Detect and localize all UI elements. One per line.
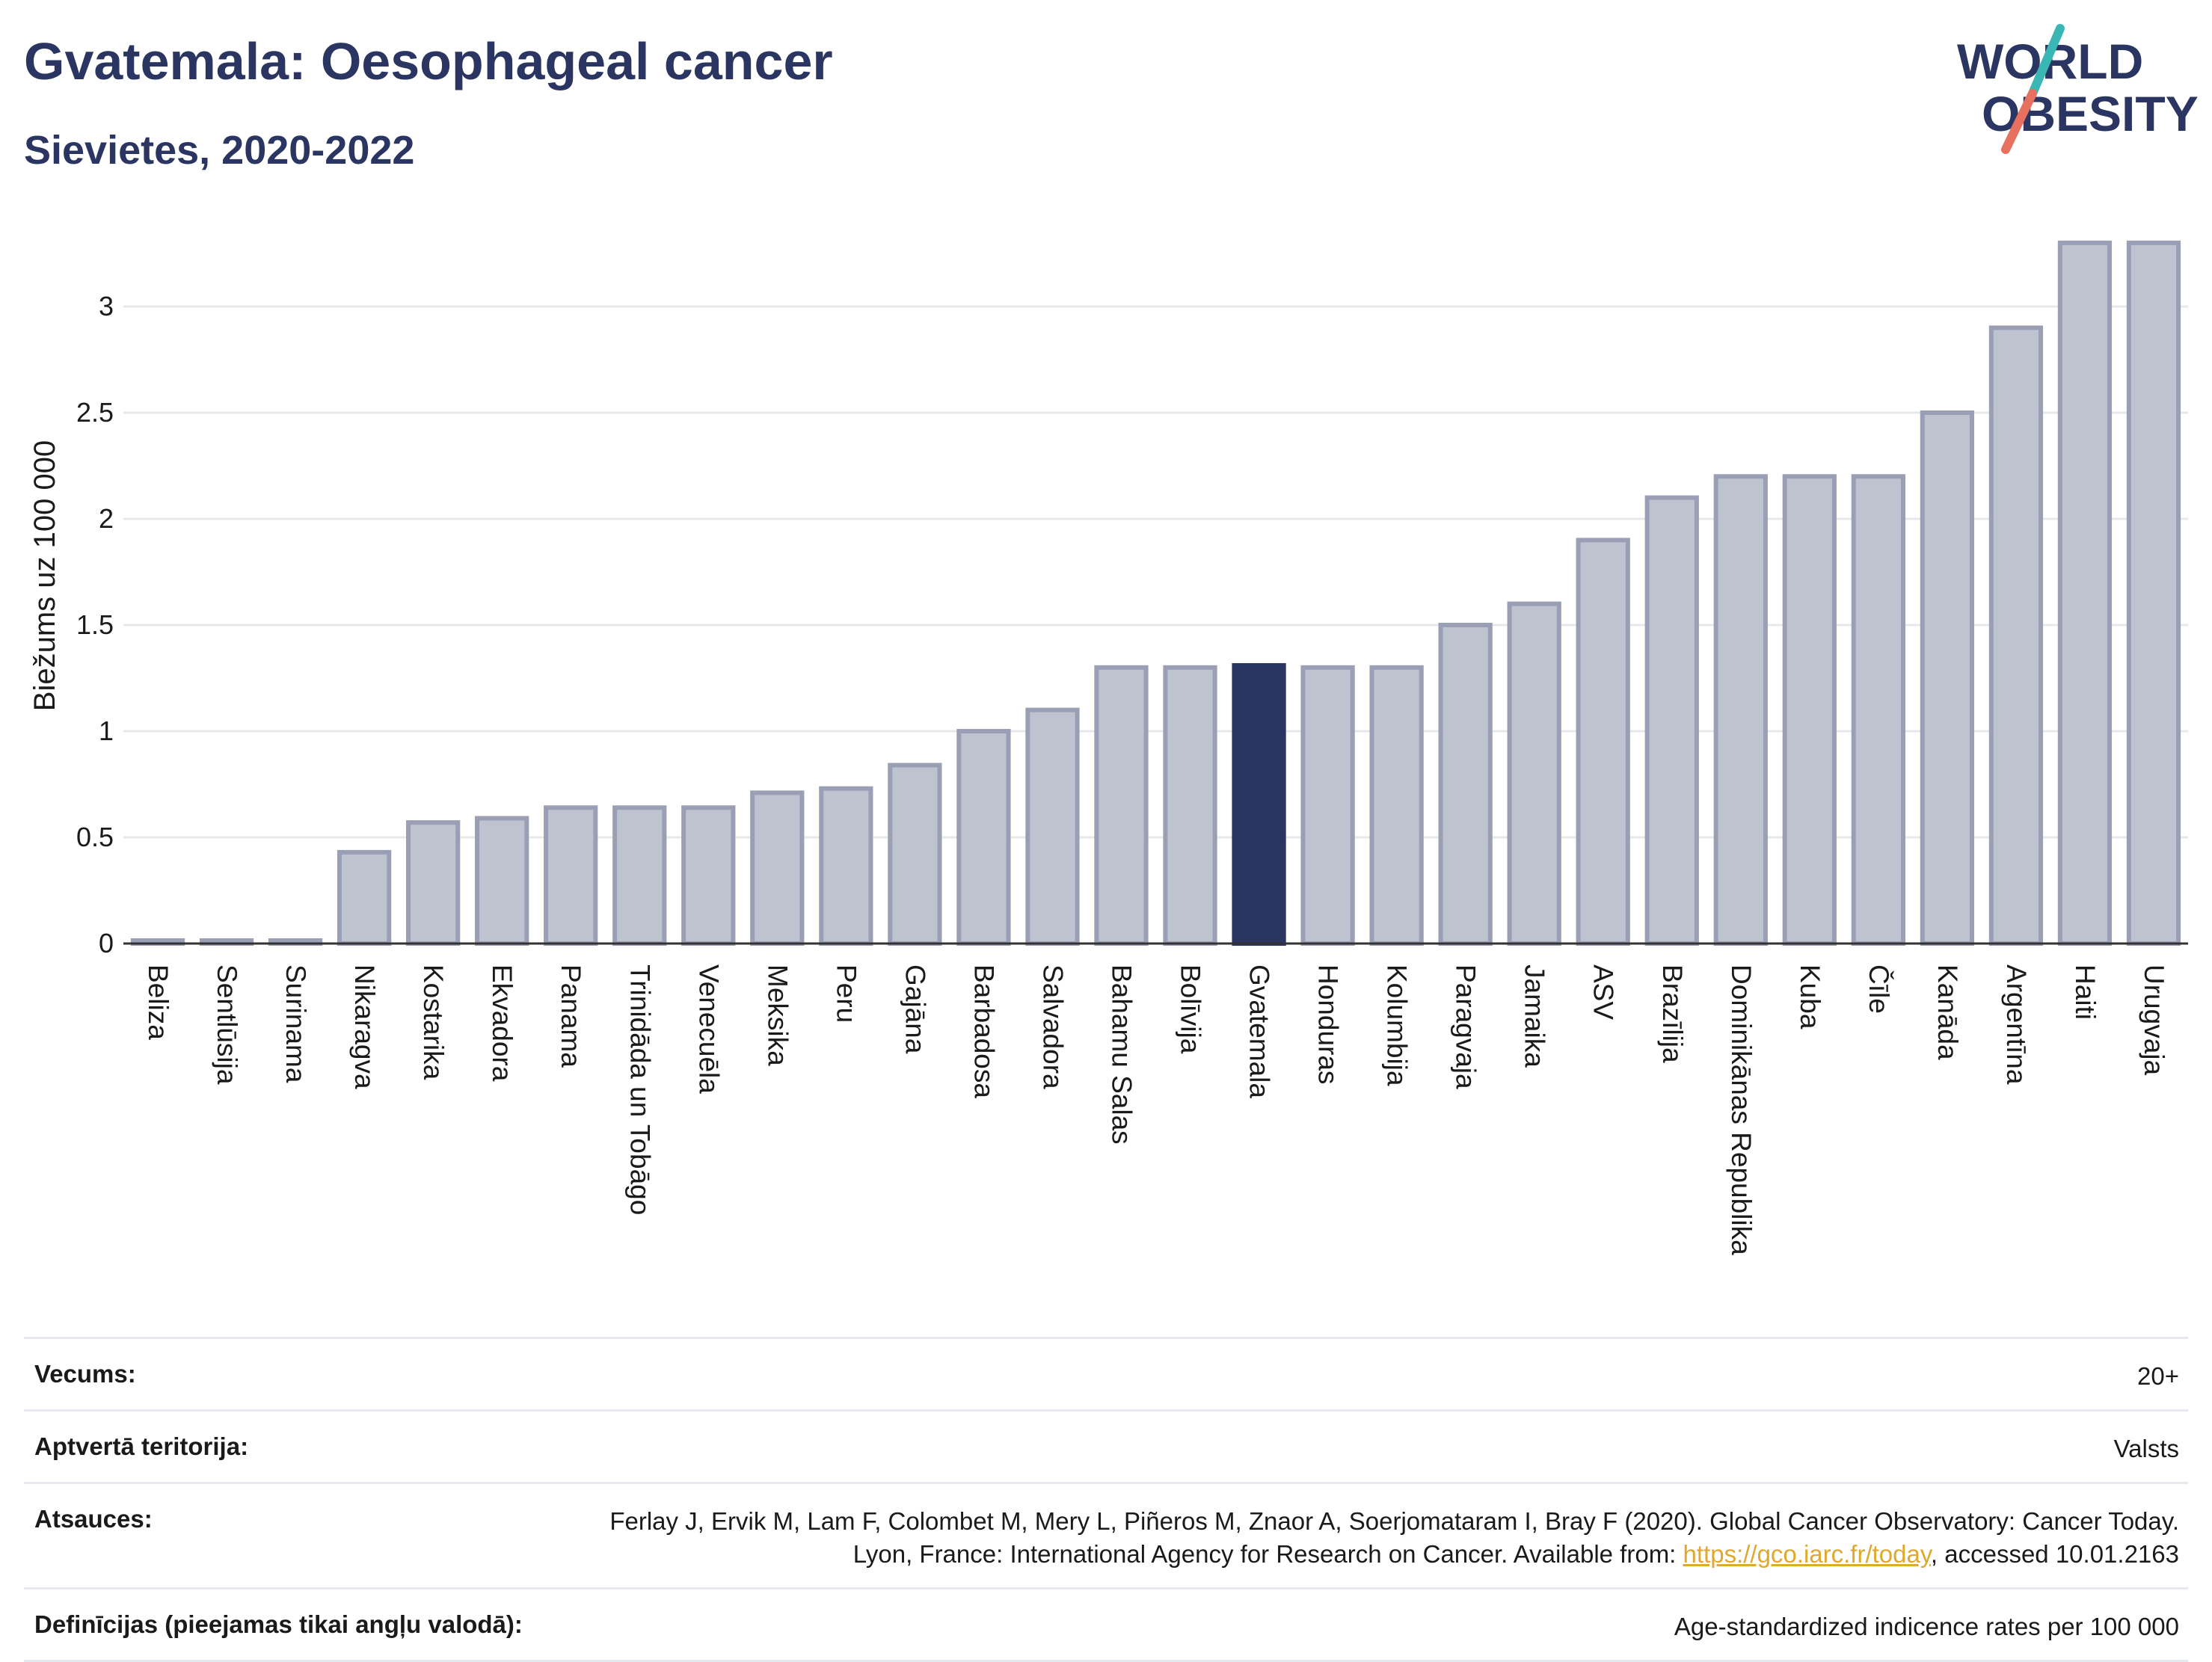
bar-30 (2126, 240, 2181, 946)
y-tick-label: 0 (99, 928, 114, 958)
x-tick-label: Salvadora (1037, 964, 1068, 1089)
bar-23 (1644, 495, 1699, 946)
x-tick-label: ASV (1588, 964, 1619, 1020)
x-tick-label: Trinidāda un Tobāgo (624, 964, 655, 1215)
x-tick-label: Kostarika (418, 964, 449, 1080)
x-tick-label: Gvatemala (1244, 964, 1275, 1098)
x-tick-label: Dominikānas Republika (1726, 964, 1757, 1255)
chart-title: Gvatemala: Oesophageal cancer (24, 32, 833, 90)
x-tick-label: Kuba (1795, 964, 1825, 1029)
y-tick-label: 1.5 (76, 609, 114, 640)
x-tick-label: Ekvadora (487, 964, 517, 1082)
bar-26 (1851, 474, 1905, 946)
bars (130, 240, 2181, 947)
bar-18 (1300, 665, 1355, 946)
bar-5 (406, 820, 461, 946)
x-tick-label: Kanāda (1932, 964, 1963, 1060)
reference-text: Ferlay J, Ervik M, Lam F, Colombet M, Me… (609, 1507, 2179, 1568)
x-tick-label: Brazīlija (1657, 964, 1688, 1063)
bar-7 (544, 805, 598, 946)
x-tick-label: Beliza (143, 964, 173, 1040)
x-tick-label: Paragvaja (1451, 964, 1481, 1089)
bar-chart: 0 0.5 1 1.5 2 2.5 3 Biežums uz 100 000 Beliza Sen… (28, 240, 2188, 1255)
bar-21 (1507, 601, 1561, 946)
x-tick-label: Haiti (2070, 964, 2101, 1020)
bar-12 (888, 763, 942, 946)
x-tick-label: Venecuēla (693, 964, 724, 1094)
gridlines (123, 305, 2188, 839)
x-tick-label: Argentīna (2001, 964, 2032, 1085)
bar-29 (2057, 240, 2113, 946)
info-table: Vecums: 20+ Aptvertā teritorija: Valsts … (24, 1337, 2188, 1662)
info-label-age: Vecums: (34, 1360, 136, 1388)
bar-15 (1094, 665, 1149, 946)
bar-10 (750, 790, 805, 946)
bar-20 (1438, 623, 1493, 946)
info-row-age: Vecums: 20+ (24, 1337, 2188, 1409)
logo-slash-red (2001, 89, 2037, 154)
info-row-references: Atsauces: Ferlay J, Ervik M, Lam F, Colo… (24, 1482, 2188, 1587)
info-value-age: 20+ (2137, 1362, 2179, 1390)
bar-25 (1782, 474, 1837, 946)
logo-slash-teal (2028, 24, 2065, 98)
x-tick-label: Gajāna (900, 964, 930, 1054)
info-value-references: Ferlay J, Ervik M, Lam F, Colombet M, Me… (571, 1505, 2179, 1571)
info-label-coverage: Aptvertā teritorija: (34, 1432, 249, 1460)
x-tick-label: Urugvaja (2139, 964, 2169, 1075)
info-row-definitions: Definīcijas (pieejamas tikai angļu valod… (24, 1587, 2188, 1662)
bar-11 (819, 786, 873, 947)
y-tick-label: 0.5 (76, 822, 114, 852)
info-label-references: Atsauces: (34, 1505, 153, 1533)
y-tick-label: 1 (99, 715, 114, 746)
bar-13 (956, 729, 1011, 946)
x-tick-label: Bahamu Salas (1106, 964, 1137, 1145)
y-tick-label: 3 (99, 291, 114, 321)
x-tick-label: Čīle (1864, 964, 1894, 1014)
labels: 0 0.5 1 1.5 2 2.5 3 Biežums uz 100 000 Beliza Sen… (28, 291, 2169, 1255)
info-row-coverage: Aptvertā teritorija: Valsts (24, 1409, 2188, 1482)
x-tick-label: Barbadosa (968, 964, 999, 1098)
bar-16 (1163, 665, 1217, 946)
bar-28 (1988, 325, 2044, 946)
bar-27 (1920, 410, 1975, 946)
bar-8 (612, 805, 667, 946)
x-tick-label: Nikaragva (349, 964, 380, 1089)
x-tick-label: Bolīvija (1176, 964, 1206, 1054)
x-tick-label: Honduras (1313, 964, 1344, 1084)
x-tick-label: Meksika (762, 964, 793, 1066)
bar-9 (681, 805, 736, 946)
bar-4 (337, 849, 392, 947)
bar-14 (1025, 707, 1080, 946)
y-axis-title: Biežums uz 100 000 (28, 440, 61, 711)
x-tick-label: Panama (556, 964, 586, 1068)
bar-22 (1576, 538, 1630, 946)
info-value-coverage: Valsts (2113, 1435, 2179, 1462)
bar-19 (1369, 665, 1424, 946)
y-tick-label: 2 (99, 503, 114, 534)
x-tick-label: Surinama (280, 964, 311, 1083)
reference-link[interactable]: https://gco.iarc.fr/today (1683, 1540, 1931, 1568)
chart-subtitle: Sievietes, 2020-2022 (24, 128, 415, 173)
x-tick-label: Peru (831, 964, 861, 1023)
world-obesity-logo: WORLD OBESITY (1957, 24, 2199, 154)
info-value-definitions: Age-standardized indicence rates per 100… (1674, 1613, 2179, 1640)
bar-6 (475, 816, 529, 946)
x-tick-label: Sentlūsija (212, 964, 242, 1085)
bar-17 (1232, 662, 1286, 947)
x-tick-label: Jamaika (1520, 964, 1550, 1068)
info-label-definitions: Definīcijas (pieejamas tikai angļu valod… (34, 1610, 523, 1638)
reference-accessed: , accessed 10.01.2163 (1930, 1540, 2179, 1568)
bar-24 (1713, 474, 1768, 946)
y-tick-label: 2.5 (76, 397, 114, 428)
x-tick-label: Kolumbija (1382, 964, 1413, 1086)
